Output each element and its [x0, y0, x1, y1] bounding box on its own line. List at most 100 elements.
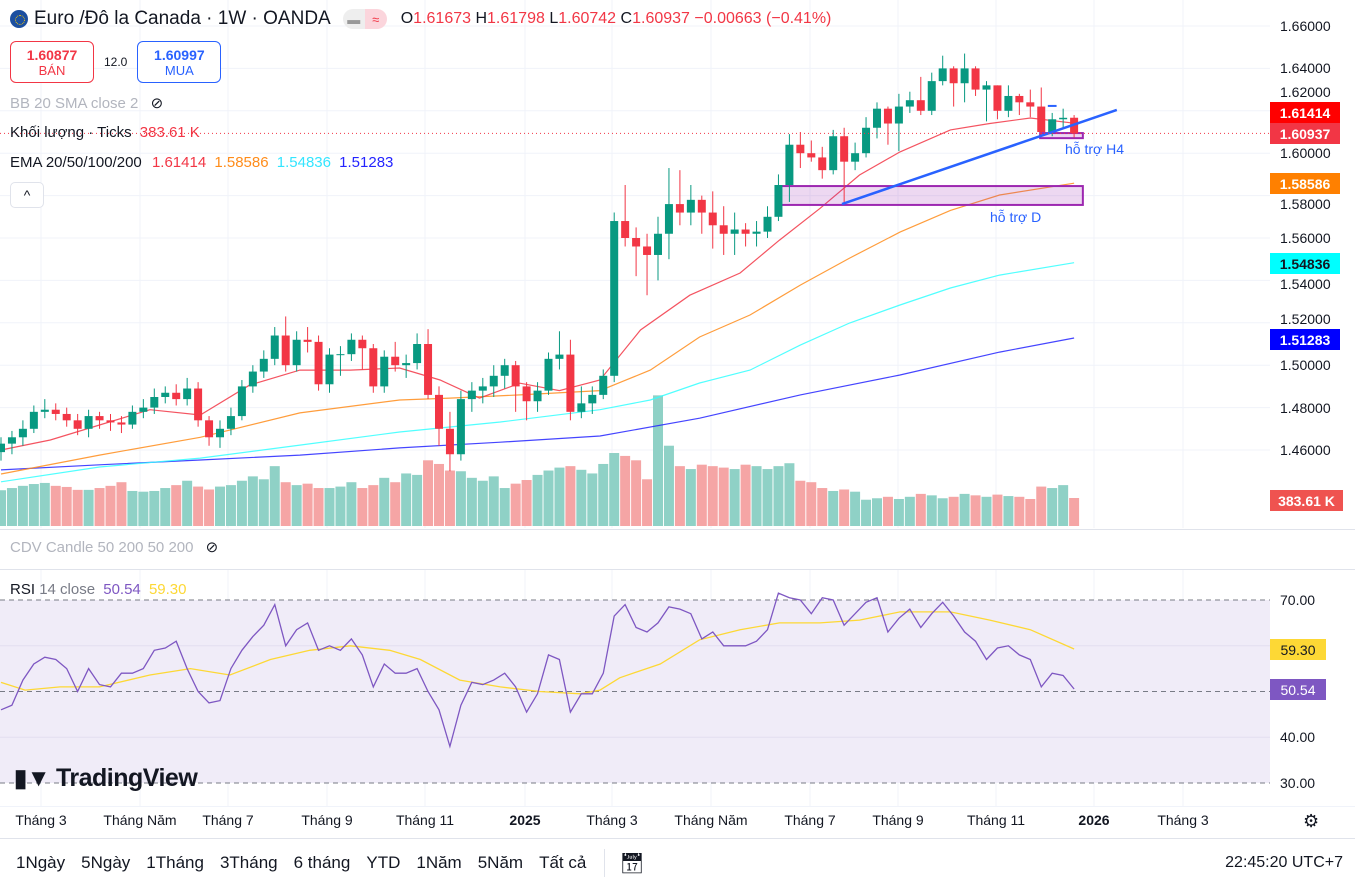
eye-hidden-icon[interactable]: ⊘	[150, 95, 164, 112]
volume-bar	[828, 490, 839, 526]
rsi-legend[interactable]: RSI 14 close 50.54 59.30	[10, 581, 187, 598]
volume-bar	[839, 489, 850, 526]
volume-bar	[981, 496, 992, 526]
candle-body	[380, 356, 389, 387]
candle-body	[150, 397, 159, 408]
volume-bar	[653, 395, 663, 526]
volume-bar	[620, 455, 631, 526]
price-tick-label: 1.52000	[1280, 311, 1331, 327]
symbol-legend: Euro /Đô la Canada · 1W · OANDA ▬ ≈ O1.61…	[10, 8, 831, 30]
time-tick-label: Tháng 7	[784, 812, 836, 828]
range-button[interactable]: 5Năm	[477, 853, 524, 872]
volume-bar	[784, 463, 795, 526]
range-button[interactable]: 1Năm	[416, 853, 462, 872]
logo-text: TradingView	[55, 764, 198, 792]
volume-bar	[379, 477, 390, 526]
volume-bar	[1014, 496, 1025, 526]
collapse-legend-button[interactable]: ^	[10, 182, 44, 208]
volume-bar	[105, 485, 116, 526]
cdv-legend[interactable]: CDV Candle 50 200 50 200 ⊘	[10, 538, 218, 556]
candle-body	[774, 185, 783, 217]
volume-legend[interactable]: Khối lượng · Ticks 383.61 K	[10, 124, 200, 141]
range-button[interactable]: 5Ngày	[81, 853, 131, 872]
volume-bar	[696, 464, 707, 526]
range-button[interactable]: YTD	[366, 853, 401, 872]
candle-body	[336, 354, 345, 356]
high-label: H	[475, 10, 488, 27]
candle-body	[719, 225, 728, 234]
rsi-badge: 50.54	[1270, 679, 1326, 700]
sell-price: 1.60877	[26, 46, 78, 63]
candle-body	[654, 233, 662, 255]
candle-body	[1037, 106, 1046, 132]
volume-bar	[160, 488, 171, 526]
volume-bar	[937, 498, 948, 526]
settings-gear-icon[interactable]: ⚙	[1303, 811, 1320, 831]
range-button[interactable]: Tất cả	[539, 853, 587, 872]
bb-legend[interactable]: BB 20 SMA close 2 ⊘	[10, 94, 163, 112]
candle-body	[993, 85, 1002, 111]
volume-bar	[598, 463, 609, 526]
candle-body	[697, 199, 706, 213]
range-button[interactable]: 3Tháng	[219, 853, 278, 872]
candle-body	[818, 157, 827, 171]
candle-body	[1004, 95, 1013, 111]
time-tick-label: Tháng 11	[966, 812, 1026, 828]
candle-body	[741, 229, 750, 234]
eye-hidden-icon[interactable]: ⊘	[205, 539, 219, 556]
rsi-pane[interactable]	[0, 570, 1270, 806]
market-status-pill[interactable]: ▬ ≈	[342, 9, 387, 29]
candle-body	[259, 358, 268, 372]
calendar-goto-icon[interactable]: 📅︎	[619, 852, 645, 875]
volume-bar	[817, 488, 828, 526]
volume-bar	[368, 485, 379, 526]
candle-body	[106, 420, 115, 423]
range-button[interactable]: 1Tháng	[146, 853, 204, 872]
sell-button[interactable]: 1.60877 BÁN	[10, 41, 94, 83]
ema100-line	[0, 262, 1075, 483]
price-pane[interactable]	[0, 0, 1270, 528]
symbol-title[interactable]: Euro /Đô la Canada · 1W · OANDA	[34, 8, 331, 29]
volume-bar	[554, 467, 565, 526]
time-tick-label: Tháng Năm	[674, 812, 748, 828]
volume-bar	[149, 490, 160, 526]
candle-body	[621, 221, 630, 238]
candle-body	[577, 403, 586, 412]
volume-bar	[970, 495, 981, 526]
candle-body	[391, 356, 400, 366]
volume-bar	[116, 482, 127, 526]
volume-bar	[466, 477, 477, 526]
candle-body	[292, 339, 301, 366]
time-tick-label: Tháng 3	[1157, 812, 1209, 828]
ema20-value: 1.61414	[151, 154, 207, 171]
price-tick-label: 1.60000	[1280, 145, 1331, 162]
candle-body	[314, 341, 323, 385]
bb-label: BB 20 SMA close 2	[10, 95, 139, 112]
volume-bar	[663, 445, 674, 526]
candle-body	[610, 221, 619, 376]
candle-body	[489, 375, 498, 387]
volume-bar	[915, 493, 926, 526]
candle-body	[62, 413, 71, 421]
candle-body	[139, 407, 148, 412]
volume-bar	[50, 485, 61, 526]
buy-button[interactable]: 1.60997 MUA	[137, 41, 222, 83]
volume-bar	[609, 453, 620, 526]
volume-bar	[992, 494, 1003, 526]
tradingview-logo[interactable]: ▮▼ TradingView	[14, 764, 198, 793]
volume-bar	[346, 482, 357, 526]
volume-bar	[204, 489, 215, 526]
volume-bar	[718, 467, 729, 526]
candle-body	[73, 420, 82, 429]
support-h4-label: hỗ trợ H4	[1065, 141, 1124, 157]
clock[interactable]: 22:45:20 UTC+7	[1225, 854, 1343, 871]
ema-legend[interactable]: EMA 20/50/100/200 1.61414 1.58586 1.5483…	[10, 154, 393, 171]
range-button[interactable]: 1Ngày	[16, 853, 66, 872]
range-button[interactable]: 6 tháng	[293, 853, 351, 872]
volume-bar	[1025, 498, 1036, 526]
candle-body	[402, 363, 411, 366]
ema100-price-badge: 1.54836	[1270, 253, 1340, 274]
volume-bar	[225, 485, 236, 526]
candle-body	[862, 127, 871, 154]
volume-badge: 383.61 K	[1270, 490, 1343, 511]
